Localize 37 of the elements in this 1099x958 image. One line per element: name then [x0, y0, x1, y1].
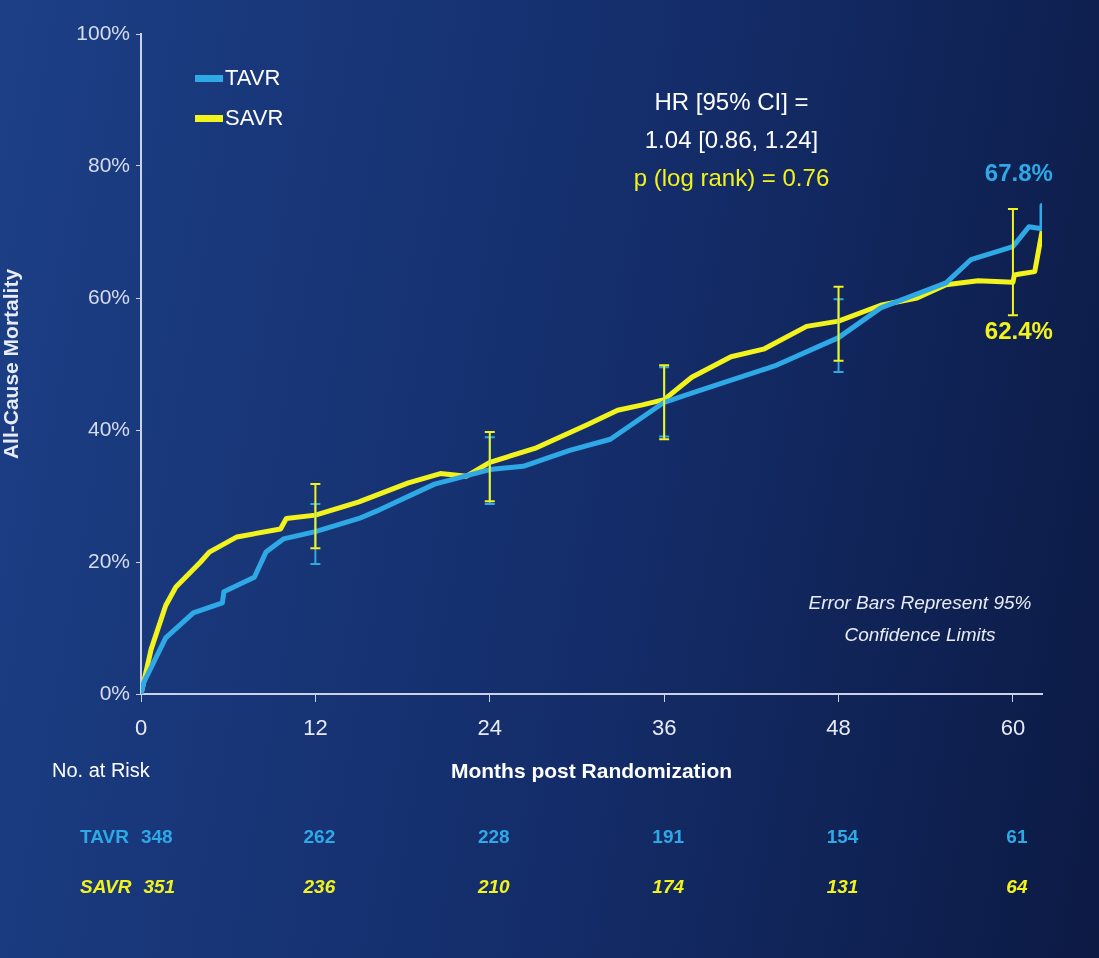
x-tick-label: 36 — [651, 715, 677, 741]
x-tick-label: 0 — [134, 715, 148, 741]
annotation: 67.8% — [984, 159, 1053, 187]
legend-label: SAVR — [225, 105, 284, 131]
x-tick-label: 12 — [303, 715, 328, 741]
y-axis-title: All-Cause Mortality — [0, 268, 23, 460]
y-tick-label: 80% — [87, 152, 130, 176]
text: 210 — [476, 876, 511, 898]
text: 174 — [652, 876, 685, 898]
text: 64 — [1006, 876, 1028, 898]
y-tick-label: 60% — [87, 284, 130, 308]
text: 236 — [302, 876, 336, 898]
annotation: 62.4% — [984, 316, 1053, 344]
annotation: p (log rank) = 0.76 — [633, 163, 830, 191]
x-tick-label: 60 — [1000, 715, 1026, 741]
y-tick-label: 20% — [87, 548, 130, 572]
annotation: Error Bars Represent 95% Confidence Limits — [808, 592, 1032, 646]
text: 348 — [140, 826, 173, 848]
text: 61 — [1006, 826, 1028, 848]
annotation: 1.04 [0.86, 1.24] — [644, 125, 819, 153]
x-axis-title: Months post Randomization — [450, 759, 733, 783]
text: 262 — [303, 826, 336, 848]
text: 154 — [826, 826, 859, 848]
legend-label: TAVR — [225, 65, 281, 91]
text: 131 — [826, 876, 859, 898]
text: SAVR — [80, 876, 132, 898]
y-tick-label: 40% — [87, 416, 130, 440]
x-tick-label: 24 — [477, 715, 503, 741]
text: 228 — [477, 826, 510, 848]
y-tick-label: 100% — [76, 20, 130, 44]
text: No. at Risk — [52, 758, 151, 781]
text: 351 — [143, 876, 176, 898]
x-tick-label: 48 — [826, 715, 851, 741]
text: TAVR — [80, 826, 129, 848]
y-tick-label: 0% — [99, 680, 130, 704]
text: 191 — [652, 826, 685, 848]
annotation: HR [95% CI] = — [654, 87, 809, 115]
